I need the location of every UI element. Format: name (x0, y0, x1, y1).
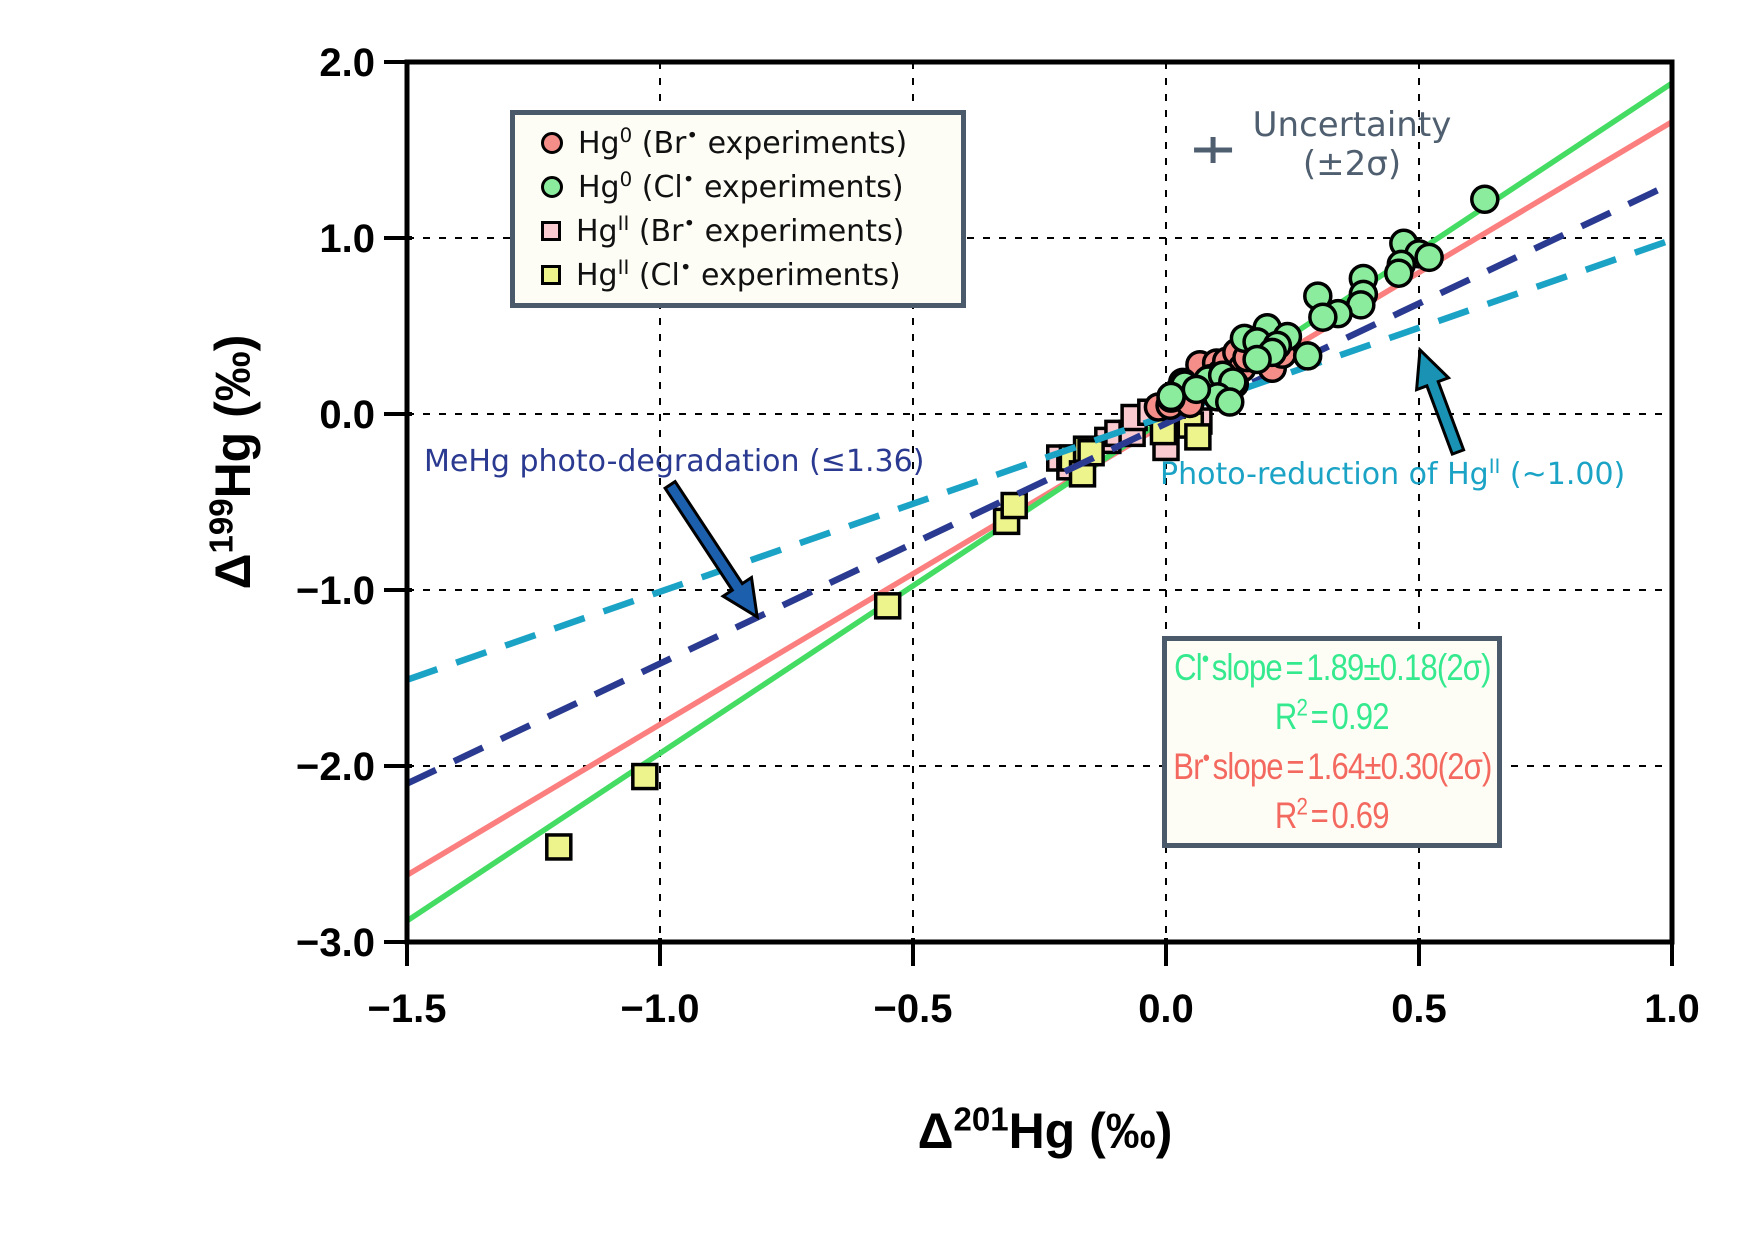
x-tick-label: 1.0 (1644, 987, 1700, 1031)
point-hg0-cl (1414, 242, 1444, 273)
point-hgii-cl (545, 833, 573, 861)
mehg-annotation: MeHg photo-degradation (≤1.36) (424, 444, 925, 479)
point-hgii-cl (631, 762, 659, 791)
uncertainty-sigma-text: (±2σ) (1302, 144, 1402, 185)
stats-line-2: R2 = 0.92 (1275, 694, 1390, 738)
superscript: 199 (202, 498, 240, 554)
legend: Hg0 (Br• experiments) Hg0 (Cl• experiment… (510, 110, 966, 308)
x-tick-label: −0.5 (874, 987, 953, 1031)
x-tick-label: −1.5 (368, 987, 447, 1031)
legend-item-label: Hg0 (Br• experiments) (578, 123, 908, 161)
stats-line-4: R2 = 0.69 (1275, 793, 1390, 837)
plot-frame (404, 59, 1675, 945)
point-hgii-cl (1184, 423, 1212, 451)
legend-item-label: HgII (Br• experiments) (576, 211, 905, 249)
legend-item-label: HgII (Cl• experiments) (576, 255, 901, 293)
photored-arrow (1414, 346, 1466, 457)
photoreduction-annotation: Photo-reduction of HgII (~1.00) (1160, 455, 1626, 492)
square-marker-icon (541, 265, 561, 285)
stats-line-1: Cl• slope = 1.89±0.18(2σ) (1173, 645, 1491, 688)
point-hgii-cl (873, 592, 902, 620)
point-hg0-cl (1156, 381, 1186, 412)
circle-markers (1143, 184, 1500, 422)
line-hgii-photoreduction (405, 236, 1674, 683)
superscript: • (1202, 744, 1209, 772)
superscript: 2 (1296, 793, 1308, 821)
point-hg0-cl (1215, 387, 1245, 417)
superscript: 0 (619, 123, 633, 147)
superscript: 201 (953, 1100, 1009, 1138)
uncertainty-label: Uncertainty (±2σ) (1247, 105, 1457, 185)
superscript: • (682, 167, 695, 191)
square-marker-icon (541, 221, 561, 241)
y-tick-label: −3.0 (296, 921, 375, 965)
circle-marker-icon (541, 176, 563, 198)
reference-lines (405, 180, 1674, 787)
legend-item-label: Hg0 (Cl• experiments) (578, 167, 904, 205)
point-hg0-cl (1242, 344, 1272, 375)
legend-item-hg0-br: Hg0 (Br• experiments) (541, 123, 955, 161)
axis-ticks: −1.5 −1.0 −0.5 0.0 0.5 1.0 2.0 1.0 0.0 −1.0 −2.0 −3… (296, 41, 1700, 1031)
point-hg0-cl (1470, 184, 1500, 215)
circle-marker-icon (541, 132, 563, 154)
point-hg0-cl (1292, 341, 1323, 371)
line-br-regression (405, 119, 1674, 878)
superscript: • (679, 255, 692, 279)
point-hg0-cl (1384, 258, 1414, 288)
superscript: • (683, 211, 696, 235)
y-axis-title: Δ199Hg (‰) (202, 334, 261, 590)
superscript: 2 (1296, 694, 1308, 722)
regression-stats-box: Cl• slope = 1.89±0.18(2σ) R2 = 0.92 Br• sl… (1162, 636, 1502, 848)
x-tick-label: 0.0 (1138, 987, 1194, 1031)
x-tick-label: −1.0 (621, 987, 700, 1031)
y-tick-label: −1.0 (296, 569, 375, 613)
point-hgii-cl (1000, 491, 1028, 520)
point-hg0-cl (1181, 374, 1212, 405)
y-tick-label: 1.0 (319, 217, 375, 261)
x-tick-label: 0.5 (1391, 987, 1447, 1031)
uncertainty-text: Uncertainty (1252, 105, 1452, 145)
superscript: 0 (619, 167, 633, 191)
y-tick-label: 2.0 (319, 41, 375, 85)
point-hg0-cl (1308, 302, 1338, 332)
legend-item-hgii-br: HgII (Br• experiments) (541, 211, 955, 249)
superscript: • (686, 123, 699, 147)
legend-item-hgii-cl: HgII (Cl• experiments) (541, 255, 955, 293)
y-tick-label: 0.0 (319, 393, 375, 437)
line-cl-regression (405, 80, 1674, 924)
superscript: • (1201, 645, 1208, 673)
x-axis-title: Δ201Hg (‰) (917, 1100, 1173, 1159)
uncertainty-marker-icon (1194, 137, 1233, 163)
legend-item-hg0-cl: Hg0 (Cl• experiments) (541, 167, 955, 205)
superscript: II (617, 255, 630, 279)
stats-line-3: Br• slope = 1.64±0.30(2σ) (1172, 744, 1492, 787)
mehg-arrow (663, 479, 760, 620)
superscript: II (617, 211, 630, 235)
y-tick-label: −2.0 (296, 745, 375, 789)
regression-lines (405, 80, 1674, 924)
superscript: II (1488, 455, 1501, 478)
line-mehg-photodegradation (405, 180, 1674, 787)
